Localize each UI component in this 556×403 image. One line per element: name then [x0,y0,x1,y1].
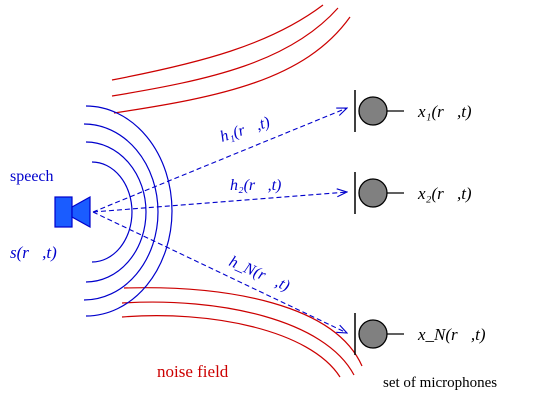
h2-label: h₂(r⃗,t) [230,177,281,194]
source-signal-label: s(r⃗,t) [10,243,57,262]
microphone-2 [354,172,404,214]
path-h1-arrow [92,108,347,213]
noise-field-label: noise field [157,362,229,381]
noise-arcs-bottom [121,287,363,378]
x1-label: x₁(r⃗,t) [417,102,472,121]
microphones-label: set of microphones [383,375,497,391]
path-h2-arrow [92,192,347,213]
x2-label: x₂(r⃗,t) [417,184,472,203]
microphone-1 [354,90,404,132]
transfer-paths [92,108,347,333]
speaker-icon [54,195,91,229]
speech-label: speech [10,168,54,185]
path-hn-arrow [92,211,347,333]
xn-label: x_N(r⃗,t) [417,325,486,344]
noise-arcs-top [111,4,351,114]
hn-label: h_N(r⃗,t) [226,253,292,295]
microphone-n [354,313,404,355]
speech-wave-arcs [83,105,173,317]
h1-label: h₁(r⃗,t) [218,114,272,146]
